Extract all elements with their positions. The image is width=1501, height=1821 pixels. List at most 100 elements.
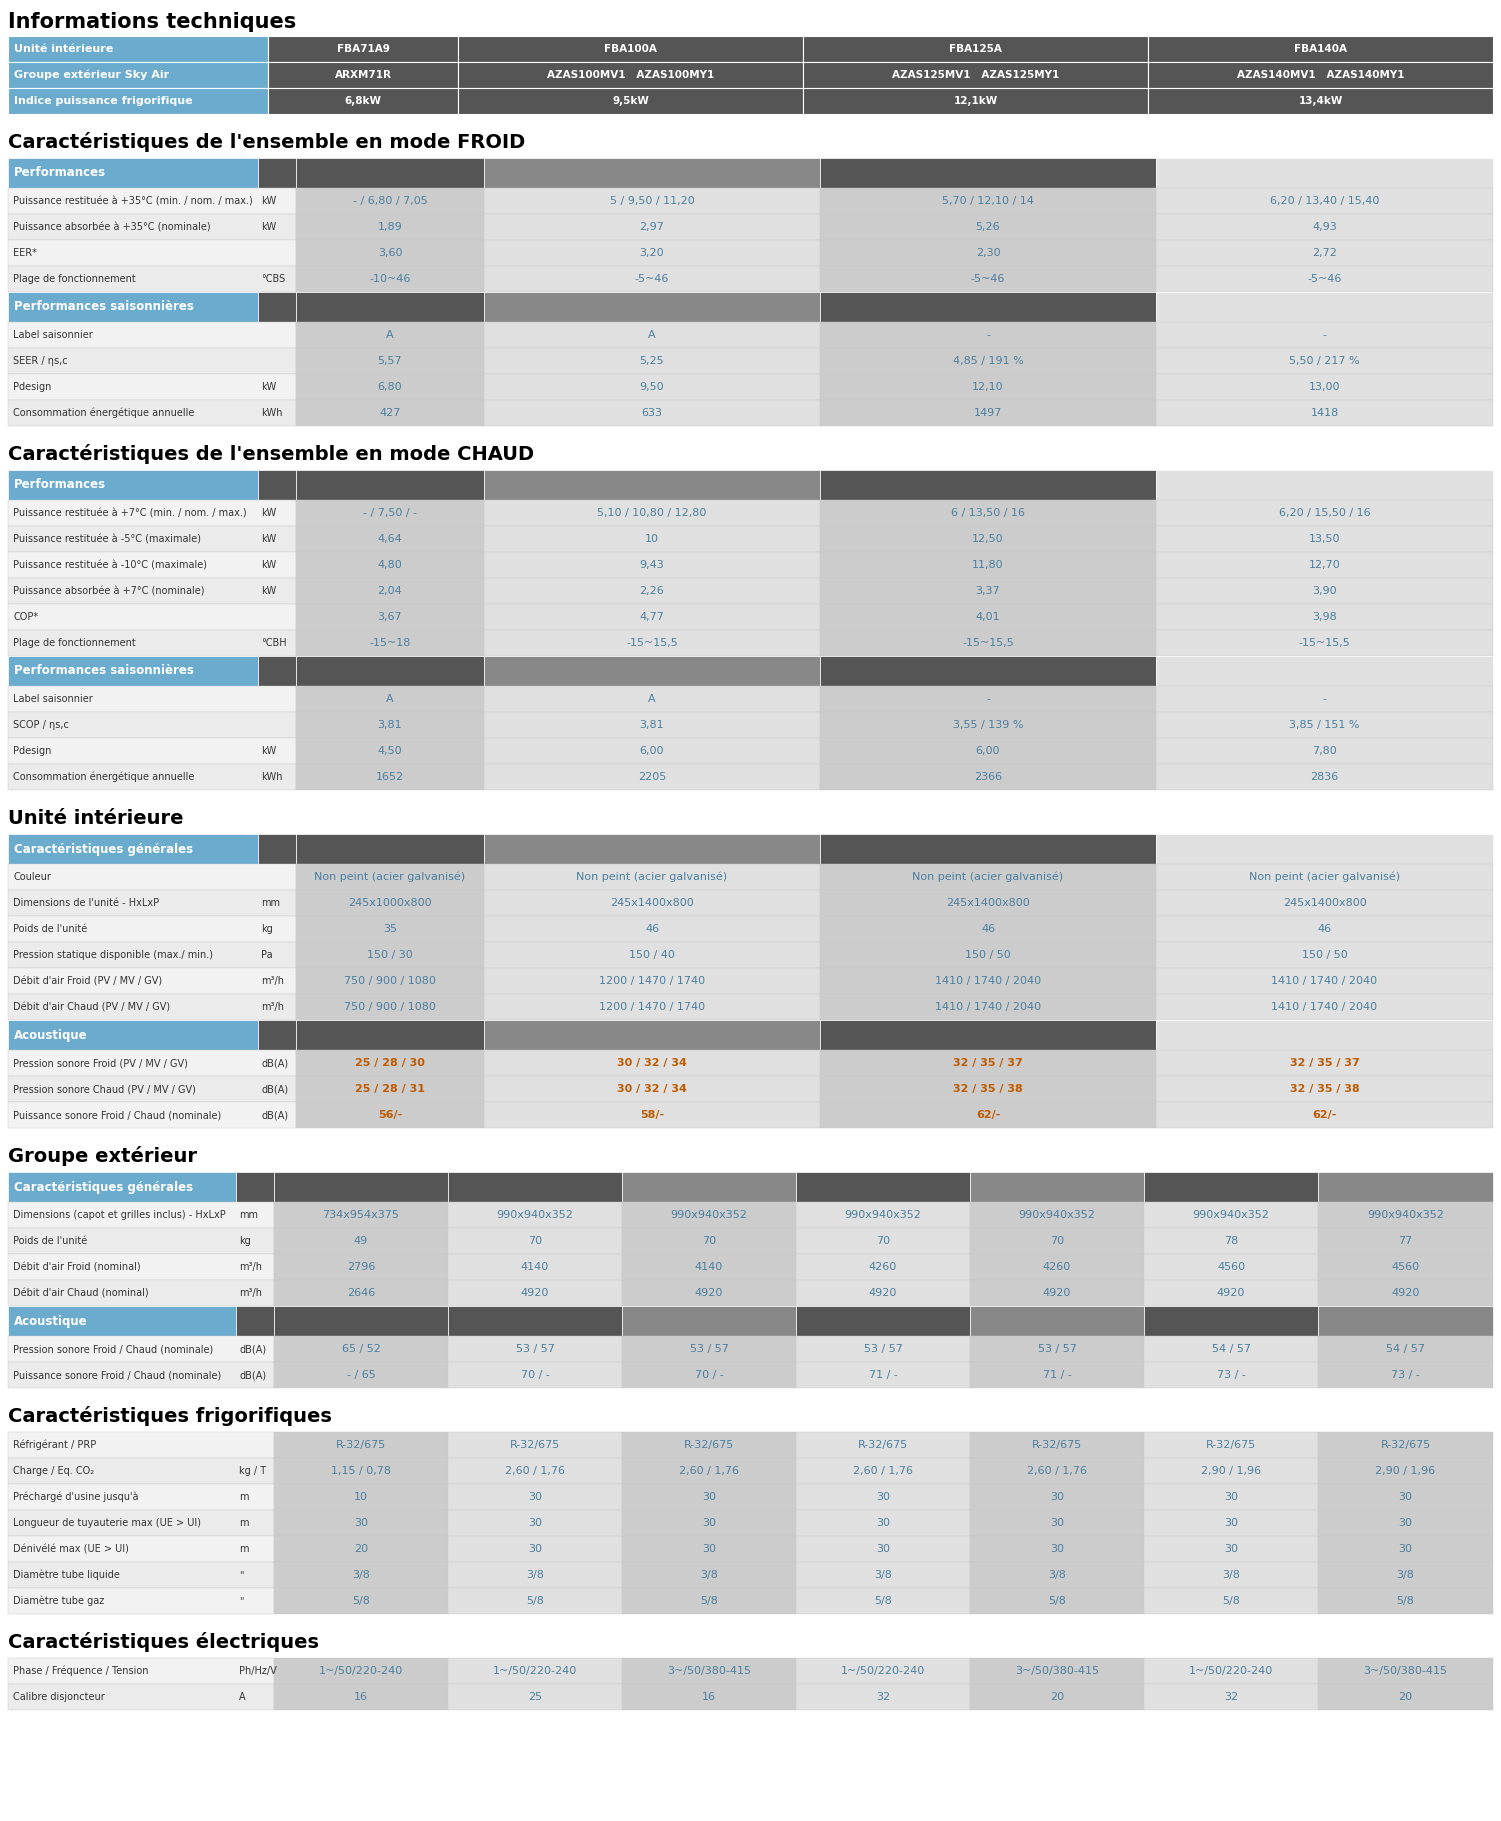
Text: dB(A): dB(A) bbox=[261, 1083, 288, 1094]
Text: 245x1400x800: 245x1400x800 bbox=[946, 898, 1030, 909]
Bar bbox=[796, 1562, 970, 1588]
Bar bbox=[796, 1510, 970, 1535]
Text: -5~46: -5~46 bbox=[1307, 273, 1342, 284]
Text: 3/8: 3/8 bbox=[699, 1570, 717, 1581]
Text: 12,50: 12,50 bbox=[973, 534, 1004, 544]
Bar bbox=[236, 1306, 275, 1337]
Bar bbox=[275, 1337, 447, 1362]
Bar bbox=[275, 1484, 447, 1510]
Text: 30: 30 bbox=[1223, 1544, 1238, 1553]
Text: 20: 20 bbox=[1399, 1692, 1412, 1703]
Text: 30: 30 bbox=[1051, 1544, 1064, 1553]
Text: 30: 30 bbox=[877, 1544, 890, 1553]
Text: -: - bbox=[1322, 694, 1327, 705]
Text: COP*: COP* bbox=[14, 612, 38, 623]
Text: 53 / 57: 53 / 57 bbox=[863, 1344, 902, 1355]
Bar bbox=[296, 863, 483, 890]
Text: °CBS: °CBS bbox=[261, 273, 285, 284]
Bar bbox=[796, 1535, 970, 1562]
Text: 77: 77 bbox=[1399, 1236, 1412, 1246]
Bar bbox=[296, 994, 483, 1020]
Text: 150 / 50: 150 / 50 bbox=[1301, 951, 1348, 960]
Text: -: - bbox=[986, 330, 991, 341]
Bar bbox=[1156, 605, 1493, 630]
Text: 30 / 32 / 34: 30 / 32 / 34 bbox=[617, 1058, 687, 1067]
Text: 3,55 / 139 %: 3,55 / 139 % bbox=[953, 719, 1024, 730]
Text: A: A bbox=[239, 1692, 246, 1703]
Bar bbox=[275, 1535, 447, 1562]
Text: dB(A): dB(A) bbox=[261, 1058, 288, 1067]
Text: 2,60 / 1,76: 2,60 / 1,76 bbox=[504, 1466, 564, 1477]
Bar bbox=[820, 834, 1156, 863]
Bar bbox=[1156, 1020, 1493, 1051]
Text: - / 65: - / 65 bbox=[347, 1369, 375, 1380]
Bar bbox=[1156, 240, 1493, 266]
Bar bbox=[1156, 373, 1493, 401]
Text: 750 / 900 / 1080: 750 / 900 / 1080 bbox=[344, 976, 435, 985]
Text: °CBH: °CBH bbox=[261, 637, 287, 648]
Bar bbox=[275, 1510, 447, 1535]
Text: Indice puissance frigorifique: Indice puissance frigorifique bbox=[14, 97, 192, 106]
Text: 3,37: 3,37 bbox=[976, 586, 1000, 595]
Bar bbox=[820, 941, 1156, 969]
Text: 30: 30 bbox=[528, 1519, 542, 1528]
Text: 5/8: 5/8 bbox=[874, 1595, 892, 1606]
Bar bbox=[483, 501, 820, 526]
Bar bbox=[621, 1684, 796, 1710]
Bar bbox=[820, 765, 1156, 790]
Bar bbox=[820, 188, 1156, 215]
Bar bbox=[8, 656, 258, 687]
Bar bbox=[483, 291, 820, 322]
Bar bbox=[8, 373, 296, 401]
Text: 13,00: 13,00 bbox=[1309, 382, 1340, 392]
Bar bbox=[970, 1280, 1144, 1306]
Text: kWh: kWh bbox=[261, 772, 282, 781]
Bar bbox=[447, 1562, 621, 1588]
Text: -5~46: -5~46 bbox=[635, 273, 669, 284]
Bar bbox=[796, 1173, 970, 1202]
Text: 4920: 4920 bbox=[1391, 1287, 1420, 1298]
Text: 3,90: 3,90 bbox=[1312, 586, 1337, 595]
Text: Acoustique: Acoustique bbox=[14, 1029, 87, 1042]
Bar bbox=[1144, 1431, 1318, 1459]
Bar bbox=[483, 630, 820, 656]
Text: Acoustique: Acoustique bbox=[14, 1315, 87, 1328]
Bar bbox=[1318, 1280, 1493, 1306]
Bar bbox=[1144, 1562, 1318, 1588]
Text: 20: 20 bbox=[354, 1544, 368, 1553]
Text: 3~/50/380-415: 3~/50/380-415 bbox=[1015, 1666, 1099, 1675]
Text: 4140: 4140 bbox=[521, 1262, 549, 1273]
Text: 53 / 57: 53 / 57 bbox=[1037, 1344, 1076, 1355]
Text: 30: 30 bbox=[877, 1491, 890, 1502]
Bar bbox=[447, 1362, 621, 1388]
Text: 2,26: 2,26 bbox=[639, 586, 665, 595]
Text: 4,50: 4,50 bbox=[378, 747, 402, 756]
Text: 46: 46 bbox=[982, 923, 995, 934]
Text: 990x940x352: 990x940x352 bbox=[671, 1209, 747, 1220]
Text: 1410 / 1740 / 2040: 1410 / 1740 / 2040 bbox=[1271, 1002, 1378, 1012]
Bar bbox=[970, 1588, 1144, 1613]
Text: 5,26: 5,26 bbox=[976, 222, 1000, 231]
Bar bbox=[1156, 348, 1493, 373]
Bar bbox=[970, 1227, 1144, 1255]
Text: 5,10 / 10,80 / 12,80: 5,10 / 10,80 / 12,80 bbox=[597, 508, 707, 517]
Text: kW: kW bbox=[261, 508, 276, 517]
Text: Pression sonore Froid / Chaud (nominale): Pression sonore Froid / Chaud (nominale) bbox=[14, 1344, 213, 1355]
Text: Non peint (acier galvanisé): Non peint (acier galvanisé) bbox=[576, 872, 728, 881]
Bar bbox=[8, 834, 258, 863]
Text: R-32/675: R-32/675 bbox=[336, 1440, 386, 1450]
Text: 2205: 2205 bbox=[638, 772, 666, 781]
Bar bbox=[8, 1657, 275, 1684]
Text: 49: 49 bbox=[354, 1236, 368, 1246]
Text: Plage de fonctionnement: Plage de fonctionnement bbox=[14, 637, 135, 648]
Text: 13,50: 13,50 bbox=[1309, 534, 1340, 544]
Bar bbox=[483, 552, 820, 577]
Bar bbox=[296, 765, 483, 790]
Bar bbox=[1156, 215, 1493, 240]
Bar bbox=[447, 1510, 621, 1535]
Bar bbox=[483, 941, 820, 969]
Bar bbox=[820, 1020, 1156, 1051]
Text: 2,30: 2,30 bbox=[976, 248, 1000, 259]
Text: R-32/675: R-32/675 bbox=[684, 1440, 734, 1450]
Bar bbox=[483, 1102, 820, 1127]
